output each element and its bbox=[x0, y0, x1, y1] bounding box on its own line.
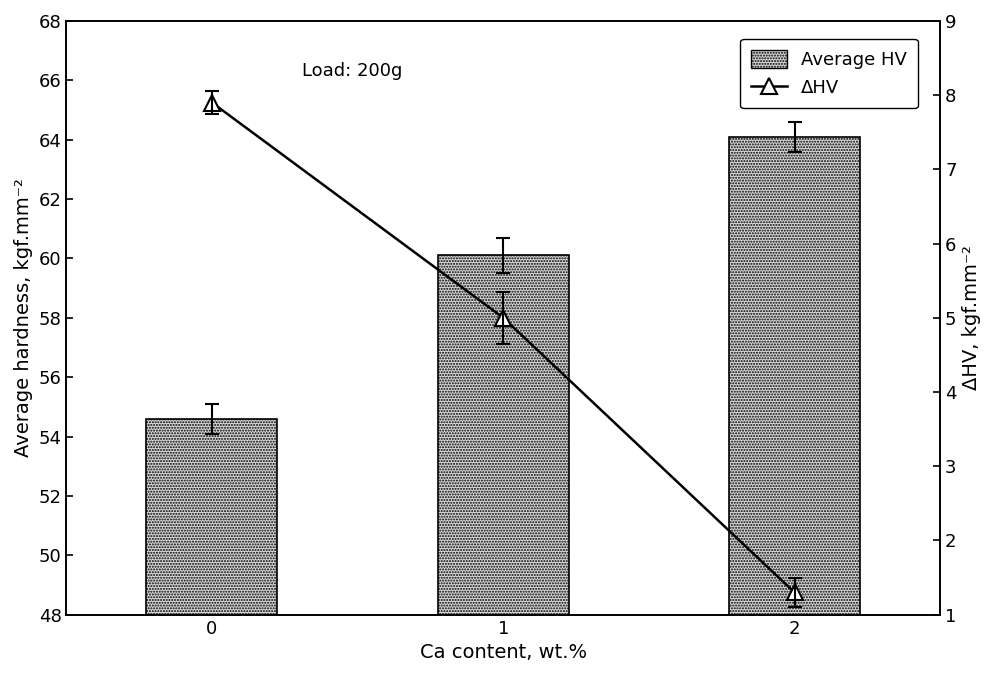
Y-axis label: Average hardness, kgf.mm⁻²: Average hardness, kgf.mm⁻² bbox=[14, 178, 33, 457]
Bar bbox=[146, 418, 277, 614]
Legend: Average HV, ΔHV: Average HV, ΔHV bbox=[740, 39, 917, 108]
X-axis label: Ca content, wt.%: Ca content, wt.% bbox=[419, 643, 586, 662]
Y-axis label: ΔHV, kgf.mm⁻²: ΔHV, kgf.mm⁻² bbox=[961, 245, 980, 390]
Bar bbox=[437, 256, 569, 614]
Bar bbox=[729, 137, 859, 614]
Text: Load: 200g: Load: 200g bbox=[302, 62, 403, 80]
